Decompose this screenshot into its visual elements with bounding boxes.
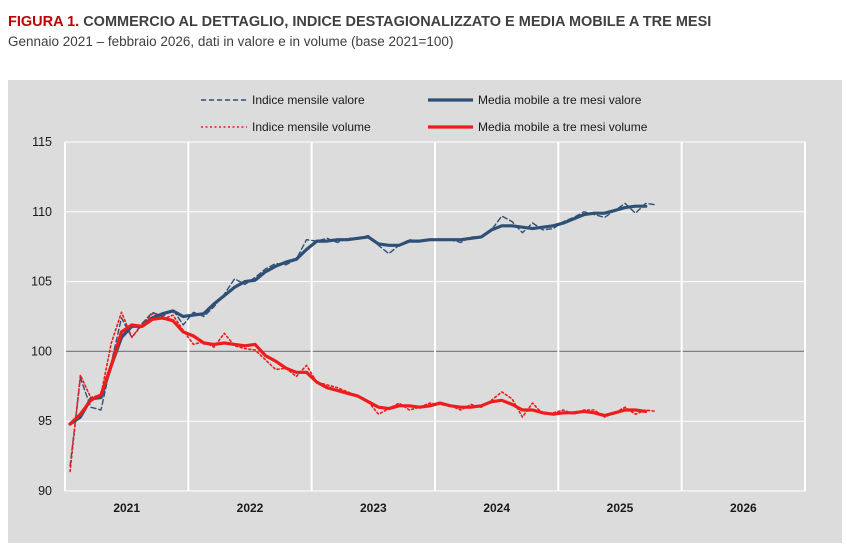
legend-label: Media mobile a tre mesi valore (478, 93, 642, 107)
legend-label: Media mobile a tre mesi volume (478, 120, 648, 134)
y-tick-label: 95 (38, 414, 52, 428)
legend-label: Indice mensile valore (252, 93, 365, 107)
y-tick-label: 105 (31, 275, 52, 289)
series-line-media-mobile-a-tre-mesi-volume (68, 316, 648, 426)
y-tick-label: 110 (32, 205, 52, 219)
series-line-media-mobile-a-tre-mesi-valore (68, 204, 648, 426)
x-year-label: 2024 (483, 501, 510, 515)
y-tick-label: 100 (31, 344, 52, 358)
x-year-label: 2025 (607, 501, 634, 515)
title-block: FIGURA 1. COMMERCIO AL DETTAGLIO, INDICE… (8, 14, 711, 49)
y-tick-label: 90 (38, 484, 52, 498)
chart-title-text: COMMERCIO AL DETTAGLIO, INDICE DESTAGION… (83, 14, 712, 30)
y-tick-label: 115 (32, 135, 52, 149)
x-year-label: 2023 (360, 501, 387, 515)
x-year-label: 2026 (730, 501, 757, 515)
chart-title: FIGURA 1. COMMERCIO AL DETTAGLIO, INDICE… (8, 14, 711, 30)
series-line-indice-mensile-valore (69, 202, 657, 467)
chart-subtitle: Gennaio 2021 – febbraio 2026, dati in va… (8, 34, 454, 49)
x-year-label: 2021 (113, 501, 140, 515)
chart-panel (8, 80, 842, 543)
legend-label: Indice mensile volume (252, 120, 371, 134)
x-year-label: 2022 (237, 501, 264, 515)
series-line-indice-mensile-volume (69, 311, 657, 473)
figure-number: FIGURA 1. (8, 14, 80, 30)
